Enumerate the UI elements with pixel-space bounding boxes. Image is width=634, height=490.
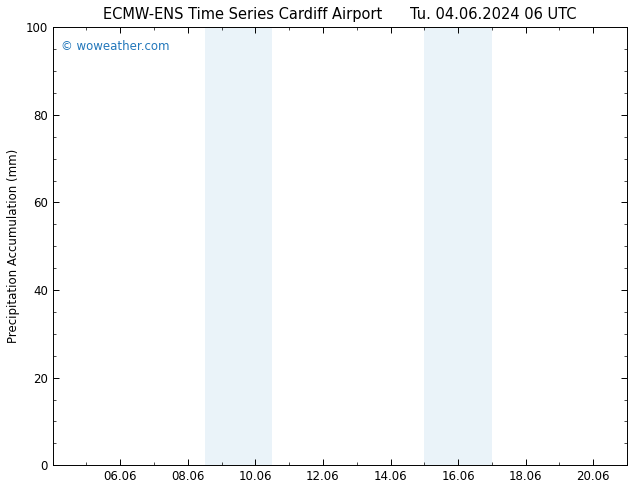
Bar: [458, 27, 492, 465]
Y-axis label: Precipitation Accumulation (mm): Precipitation Accumulation (mm): [7, 149, 20, 343]
Bar: [238, 27, 272, 465]
Bar: [205, 27, 238, 465]
Text: © woweather.com: © woweather.com: [61, 40, 170, 53]
Title: ECMW-ENS Time Series Cardiff Airport      Tu. 04.06.2024 06 UTC: ECMW-ENS Time Series Cardiff Airport Tu.…: [103, 7, 576, 22]
Bar: [424, 27, 458, 465]
